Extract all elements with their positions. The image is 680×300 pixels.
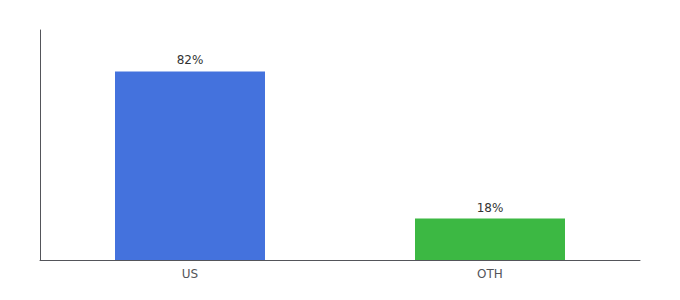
svg-text:82%: 82% (177, 53, 204, 67)
svg-text:OTH: OTH (477, 267, 503, 281)
svg-text:US: US (182, 267, 198, 281)
svg-text:18%: 18% (477, 201, 504, 215)
